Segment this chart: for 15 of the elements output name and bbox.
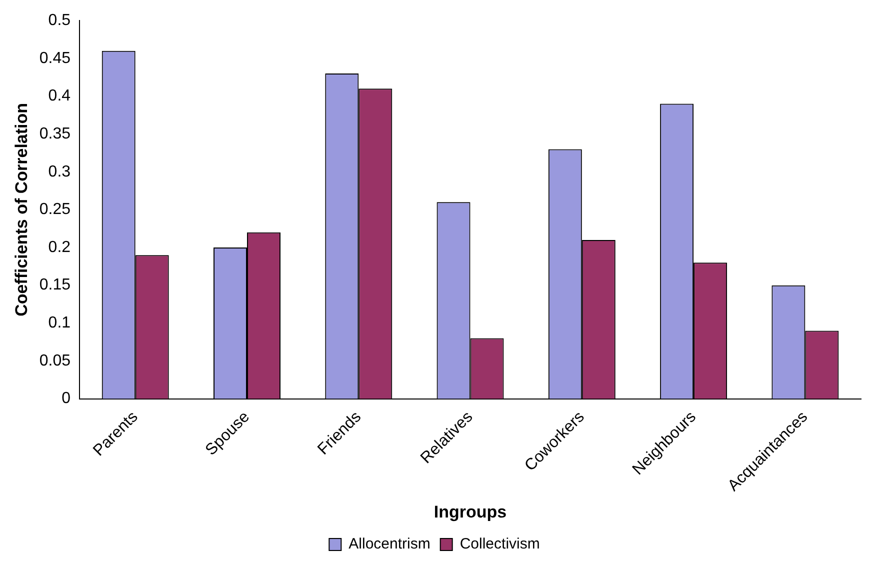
y-tick-label: 0.05	[39, 352, 71, 370]
y-tick-label: 0.15	[39, 276, 71, 294]
y-tick-label: 0.25	[39, 201, 71, 218]
y-tick-label: 0.4	[48, 88, 71, 105]
y-tick-label: 0.45	[39, 50, 71, 67]
y-axis-title: Coefficients of Correlation	[12, 102, 31, 316]
y-tick-label: 0.1	[48, 314, 71, 332]
y-tick-label: 0.35	[39, 125, 71, 142]
legend-label: Collectivism	[460, 536, 540, 553]
y-tick-label: 0.5	[48, 12, 71, 30]
y-tick-label: 0.3	[48, 163, 71, 180]
y-tick-label: 0	[62, 390, 71, 408]
legend-label: Allocentrism	[348, 536, 430, 553]
x-axis-title: Ingroups	[434, 502, 507, 522]
y-tick-label: 0.2	[48, 238, 71, 256]
